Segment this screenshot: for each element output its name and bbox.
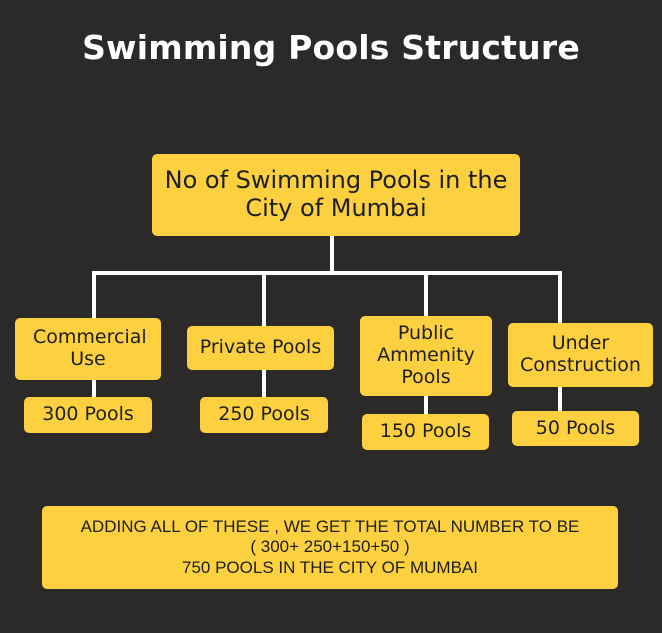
category-commercial-use: Commercial Use — [15, 318, 161, 380]
root-label: No of Swimming Pools in the City of Mumb… — [164, 166, 508, 222]
count-under-construction: 50 Pools — [512, 411, 639, 446]
category-under-construction: Under Construction — [508, 323, 653, 387]
count-public-ammenity-pools: 150 Pools — [362, 414, 489, 450]
count-commercial-use: 300 Pools — [24, 397, 152, 433]
summary-line-2: ( 300+ 250+150+50 ) — [250, 537, 410, 557]
category-label: Private Pools — [199, 336, 322, 359]
count-label: 300 Pools — [42, 403, 134, 426]
summary-line-1: ADDING ALL OF THESE , WE GET THE TOTAL N… — [80, 516, 580, 536]
category-label: Public Ammenity Pools — [377, 322, 475, 388]
count-label: 250 Pools — [218, 403, 310, 426]
count-label: 50 Pools — [535, 416, 616, 439]
root-node: No of Swimming Pools in the City of Mumb… — [152, 154, 520, 236]
summary-line-3: 750 POOLS IN THE CITY OF MUMBAI — [182, 557, 478, 577]
category-public-ammenity-pools: Public Ammenity Pools — [360, 316, 492, 396]
category-label: Under Construction — [520, 332, 641, 376]
count-label: 150 Pools — [379, 420, 472, 443]
count-private-pools: 250 Pools — [200, 397, 328, 433]
category-private-pools: Private Pools — [187, 326, 334, 370]
summary-box: ADDING ALL OF THESE , WE GET THE TOTAL N… — [42, 506, 618, 589]
category-label: Commercial Use — [33, 326, 147, 370]
diagram-title: Swimming Pools Structure — [82, 28, 580, 67]
